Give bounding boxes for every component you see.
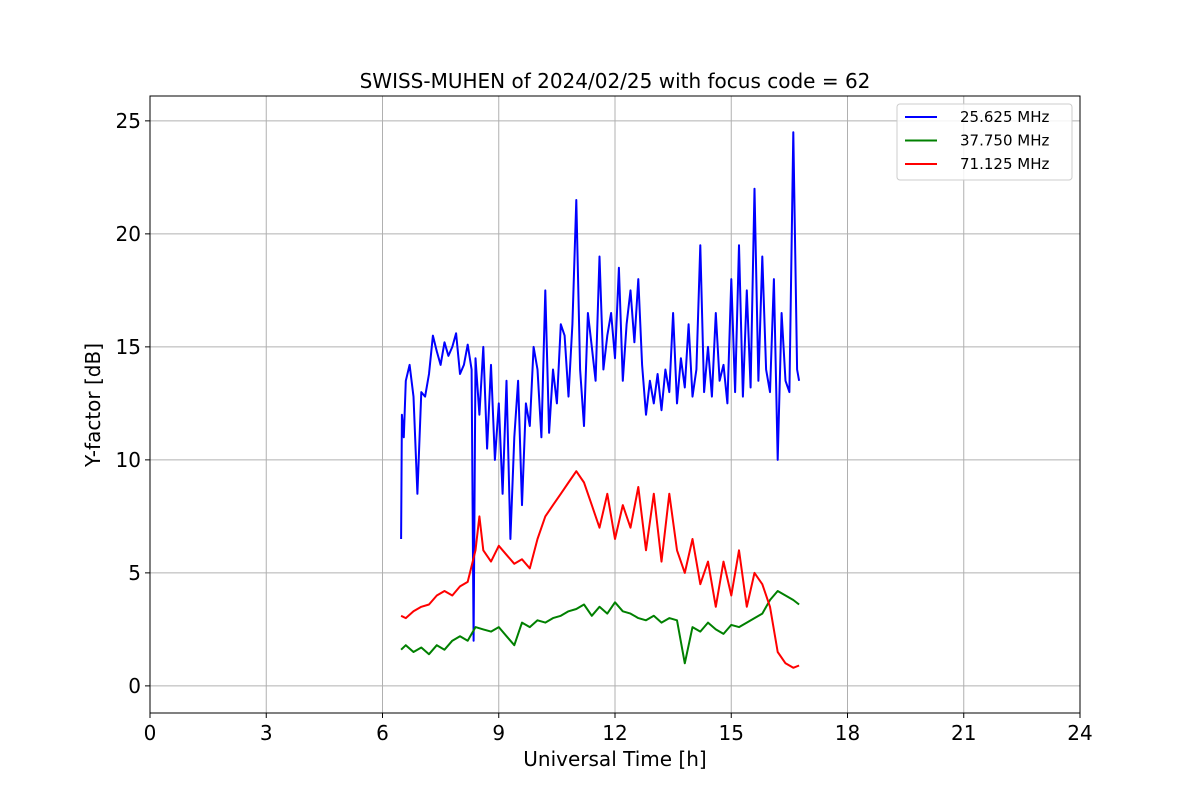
x-tick-label: 21 [951, 721, 976, 745]
x-tick-label: 3 [260, 721, 273, 745]
x-tick-label: 0 [144, 721, 157, 745]
x-axis-label: Universal Time [h] [523, 747, 706, 771]
y-tick-label: 20 [116, 222, 141, 246]
x-tick-label: 18 [835, 721, 860, 745]
legend-label-2: 71.125 MHz [960, 155, 1049, 173]
x-tick-label: 6 [376, 721, 389, 745]
series-line-1 [400, 590, 800, 665]
y-tick-label: 5 [128, 561, 141, 585]
series-line-2 [400, 470, 800, 669]
x-tick-label: 15 [719, 721, 744, 745]
y-axis-label: Y-factor [dB] [81, 343, 105, 468]
series-line-0 [400, 131, 801, 642]
y-tick-label: 15 [116, 335, 141, 359]
legend: 25.625 MHz 37.750 MHz 71.125 MHz [896, 103, 1073, 181]
y-tick-label: 25 [116, 109, 141, 133]
x-tick-label: 9 [492, 721, 505, 745]
x-tick-label: 24 [1067, 721, 1092, 745]
legend-label-0: 25.625 MHz [960, 108, 1049, 126]
legend-box [896, 103, 1073, 181]
legend-label-1: 37.750 MHz [960, 132, 1049, 150]
y-tick-label: 0 [128, 674, 141, 698]
series-layer [400, 131, 801, 669]
y-tick-label: 10 [116, 448, 141, 472]
tick-layer: 0 3 6 9 12 15 18 21 24 0 5 10 15 20 25 [116, 109, 1093, 745]
chart-title: SWISS-MUHEN of 2024/02/25 with focus cod… [360, 69, 871, 93]
x-tick-label: 12 [602, 721, 627, 745]
